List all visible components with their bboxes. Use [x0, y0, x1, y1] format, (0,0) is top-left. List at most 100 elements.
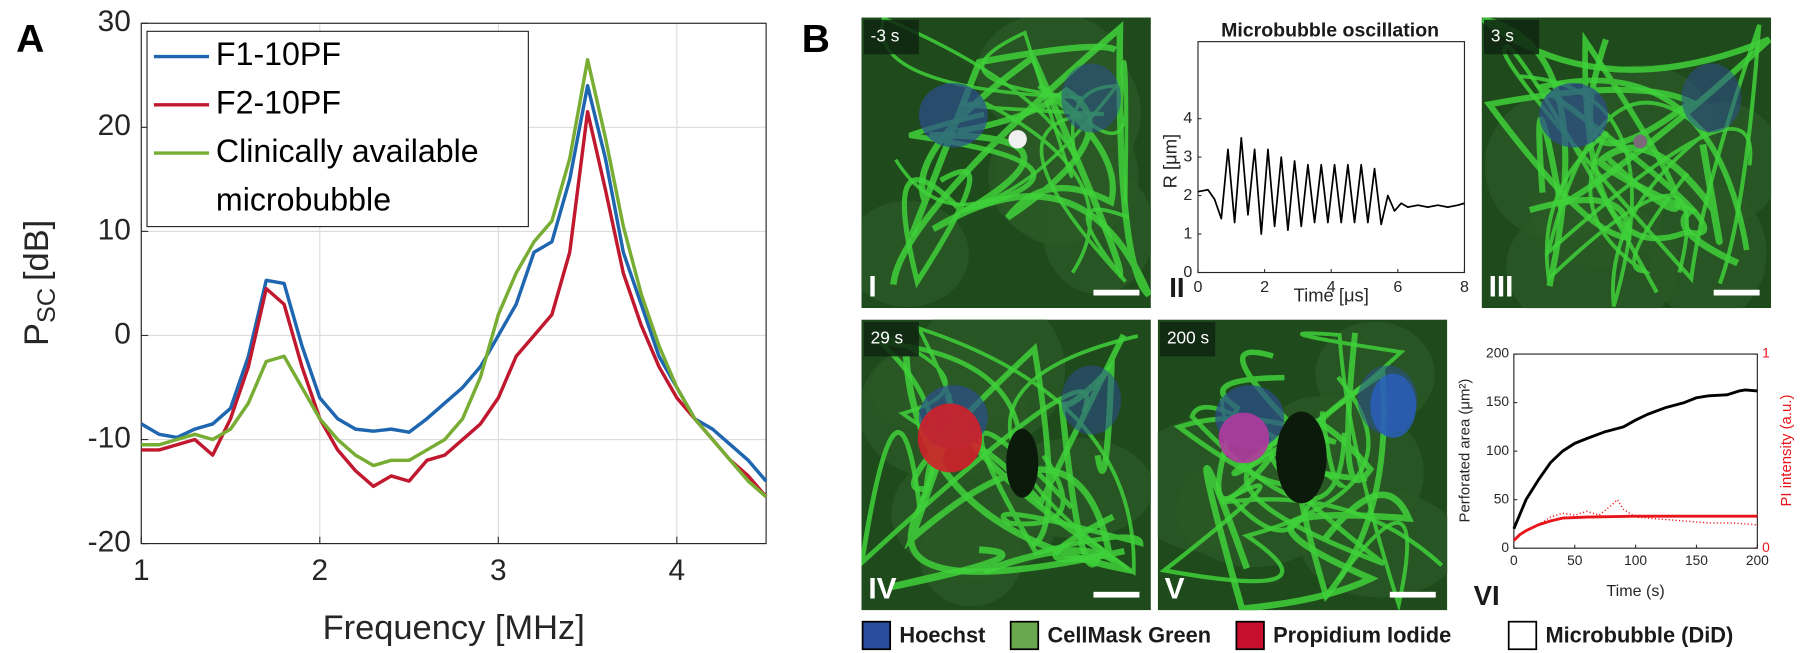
y-tick-label: 3: [1183, 147, 1192, 165]
x-tick-label: 2: [1260, 278, 1269, 296]
legend: F1-10PF F2-10PF Clinically available microb…: [146, 30, 529, 228]
x-tick-label: 0: [1194, 278, 1203, 296]
panel-letter: B: [802, 18, 830, 61]
panel-numeral: III: [1489, 270, 1514, 303]
pi-nucleus: [1218, 412, 1270, 464]
legend-label: F1-10PF: [216, 36, 341, 72]
micrograph: 29 s IV: [861, 319, 1151, 611]
chart-title: Microbubble oscillation: [1221, 19, 1439, 41]
time-label: 29 s: [871, 328, 904, 348]
bubble: [1008, 130, 1027, 149]
plot-frame: [140, 22, 767, 545]
scale-bar: [1713, 289, 1760, 296]
x-axis-label: Time [μs]: [1294, 284, 1369, 305]
panel-numeral: II: [1169, 272, 1184, 303]
y-tick-label: 200: [1486, 346, 1509, 361]
stain-label: Hoechst: [899, 622, 985, 647]
y-tick-label: 1: [1183, 224, 1192, 242]
y-axis-label-sub: SC: [33, 288, 61, 323]
y2-tick-label: 1: [1762, 346, 1770, 361]
plot-area: [1513, 354, 1758, 549]
y-axis-label-main: P: [18, 323, 56, 346]
micrograph-image: [1481, 17, 1772, 309]
x-tick-label: 100: [1624, 553, 1647, 568]
y-tick-label: 4: [1183, 109, 1192, 127]
data-line: [1197, 136, 1465, 235]
membrane: [1052, 358, 1115, 568]
x-tick-label: 6: [1393, 278, 1402, 296]
y-axis-label: Perforated area (μm²): [1457, 379, 1474, 523]
stain-label: Propidium Iodide: [1273, 622, 1451, 647]
scale-bar: [1093, 289, 1140, 296]
legend-box: [146, 30, 529, 228]
y-tick-label: 2: [1183, 186, 1192, 204]
time-label: -3 s: [871, 26, 900, 46]
membrane: [909, 43, 1124, 279]
y-tick-label: -20: [88, 525, 131, 558]
x-tick-label: 3: [490, 554, 507, 587]
data-line: [1512, 514, 1758, 542]
scale-bar: [1093, 591, 1140, 598]
data-line: [1512, 388, 1758, 530]
membrane: [1203, 465, 1414, 611]
dark-pore: [1276, 411, 1327, 504]
panel-numeral: VI: [1474, 580, 1500, 611]
y-tick-label: -10: [88, 421, 131, 454]
time-badge: [1160, 321, 1216, 357]
x-tick-label: 150: [1685, 553, 1708, 568]
stain-label: Microbubble (DiD): [1545, 622, 1733, 647]
x-axis-label: Time (s): [1606, 582, 1664, 600]
y-tick-label: 100: [1486, 443, 1509, 458]
x-tick-label: 50: [1567, 553, 1583, 568]
bubble: [1633, 134, 1648, 149]
x-tick-label: 4: [669, 554, 686, 587]
panel-letter: A: [16, 18, 44, 61]
panel-numeral: IV: [868, 573, 896, 606]
micrograph-image: [861, 319, 1151, 611]
y-axis-label-unit: [dB]: [18, 220, 56, 281]
membrane: [890, 21, 1151, 298]
time-label: 200 s: [1167, 328, 1209, 348]
x-axis-label: Frequency [MHz]: [323, 609, 585, 647]
y2-tick-label: 0: [1762, 540, 1770, 555]
stain-swatch: [1235, 620, 1265, 651]
membrane: [1502, 24, 1762, 294]
nucleus: [1539, 82, 1609, 148]
panel-numeral: V: [1165, 573, 1185, 606]
y-tick-label: 50: [1494, 491, 1510, 506]
pi-nucleus: [917, 403, 983, 473]
micrograph: 3 s III: [1481, 17, 1772, 309]
membrane: [1481, 17, 1772, 287]
time-badge: [1483, 19, 1540, 55]
micrograph-image: [861, 17, 1151, 309]
nucleus: [918, 82, 988, 148]
y2-axis-label: PI intensity (a.u.): [1778, 395, 1795, 507]
micrograph: -3 s I: [861, 17, 1151, 309]
y-tick-label: 30: [98, 5, 131, 38]
x-tick-label: 1: [133, 554, 150, 587]
stain-label: CellMask Green: [1047, 622, 1211, 647]
stain-swatch: [861, 620, 892, 651]
membrane: [904, 392, 1126, 575]
micrograph-image: [1157, 319, 1448, 611]
y-tick-label: 0: [114, 317, 131, 350]
x-tick-label: 200: [1746, 553, 1769, 568]
x-tick-label: 2: [311, 554, 328, 587]
x-tick-label: 4: [1327, 278, 1336, 296]
y-tick-label: 0: [1501, 540, 1509, 555]
membrane: [861, 339, 1090, 567]
membrane: [978, 430, 1144, 556]
y-tick-label: 0: [1183, 263, 1192, 281]
data-line: [141, 110, 768, 498]
stain-swatch: [1507, 620, 1538, 651]
y-axis-label: R [μm]: [1159, 134, 1180, 188]
membrane: [1544, 130, 1690, 283]
y-tick-label: 20: [98, 109, 131, 142]
panel-numeral: I: [868, 270, 876, 303]
scale-bar: [1389, 591, 1436, 598]
y-tick-label: 150: [1486, 394, 1509, 409]
nucleus: [1061, 63, 1122, 133]
plot-frame: [1197, 41, 1466, 274]
membrane: [980, 30, 1129, 203]
